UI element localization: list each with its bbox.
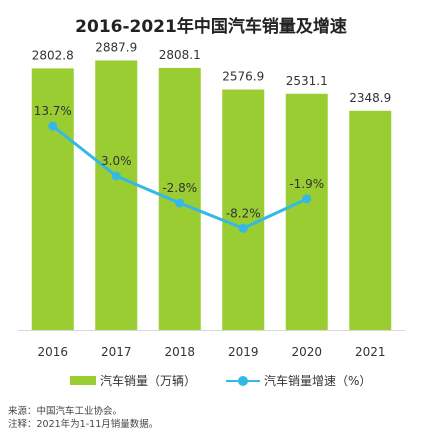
- bar-2016: [31, 68, 74, 330]
- bar-label-2018: 2808.1: [159, 48, 201, 62]
- x-tick-2021: 2021: [355, 345, 386, 359]
- x-tick-2016: 2016: [37, 345, 68, 359]
- chart-title: 2016-2021年中国汽车销量及增速: [75, 17, 347, 37]
- growth-point-2020: [302, 194, 312, 204]
- bar-label-2017: 2887.9: [95, 40, 137, 54]
- growth-label-2020: -1.9%: [289, 177, 324, 191]
- data-note: 注释：2021年为1-11月销量数据。: [8, 419, 159, 430]
- x-tick-2017: 2017: [101, 345, 132, 359]
- footnotes: 来源：中国汽车工业协会。 注释：2021年为1-11月销量数据。: [8, 405, 158, 431]
- bar-2020: [285, 93, 328, 330]
- bar-2021: [349, 110, 392, 330]
- legend-label-growth: 汽车销量增速（%）: [264, 374, 372, 388]
- x-tick-2019: 2019: [228, 345, 259, 359]
- growth-point-2019: [238, 223, 248, 233]
- source-note: 来源：中国汽车工业协会。: [8, 406, 123, 417]
- legend-bar-swatch: [70, 376, 96, 385]
- growth-point-2018: [175, 198, 185, 208]
- bar-2017: [95, 60, 138, 330]
- bar-label-2019: 2576.9: [222, 69, 264, 83]
- growth-label-2019: -8.2%: [226, 206, 261, 220]
- bar-2019: [222, 89, 265, 330]
- legend-label-sales: 汽车销量（万辆）: [100, 374, 197, 388]
- x-tick-2020: 2020: [291, 345, 322, 359]
- combo-chart: 2802.8 2887.9 2808.1 2576.9 2531.1 2348.9 2016…: [18, 40, 405, 359]
- growth-label-2017: 3.0%: [101, 154, 132, 168]
- legend-line-swatch: [226, 375, 260, 387]
- growth-point-2016: [48, 121, 58, 131]
- chart-legend: 汽车销量（万辆） 汽车销量增速（%）: [0, 372, 422, 390]
- x-tick-2018: 2018: [164, 345, 195, 359]
- legend-item-sales: 汽车销量（万辆）: [70, 372, 196, 389]
- growth-label-2016: 13.7%: [34, 104, 72, 118]
- bar-label-2016: 2802.8: [32, 48, 74, 62]
- growth-point-2017: [111, 171, 121, 181]
- growth-label-2018: -2.8%: [162, 181, 197, 195]
- bar-label-2021: 2348.9: [349, 91, 391, 105]
- legend-item-growth: 汽车销量增速（%）: [226, 372, 371, 389]
- bar-label-2020: 2531.1: [286, 74, 328, 88]
